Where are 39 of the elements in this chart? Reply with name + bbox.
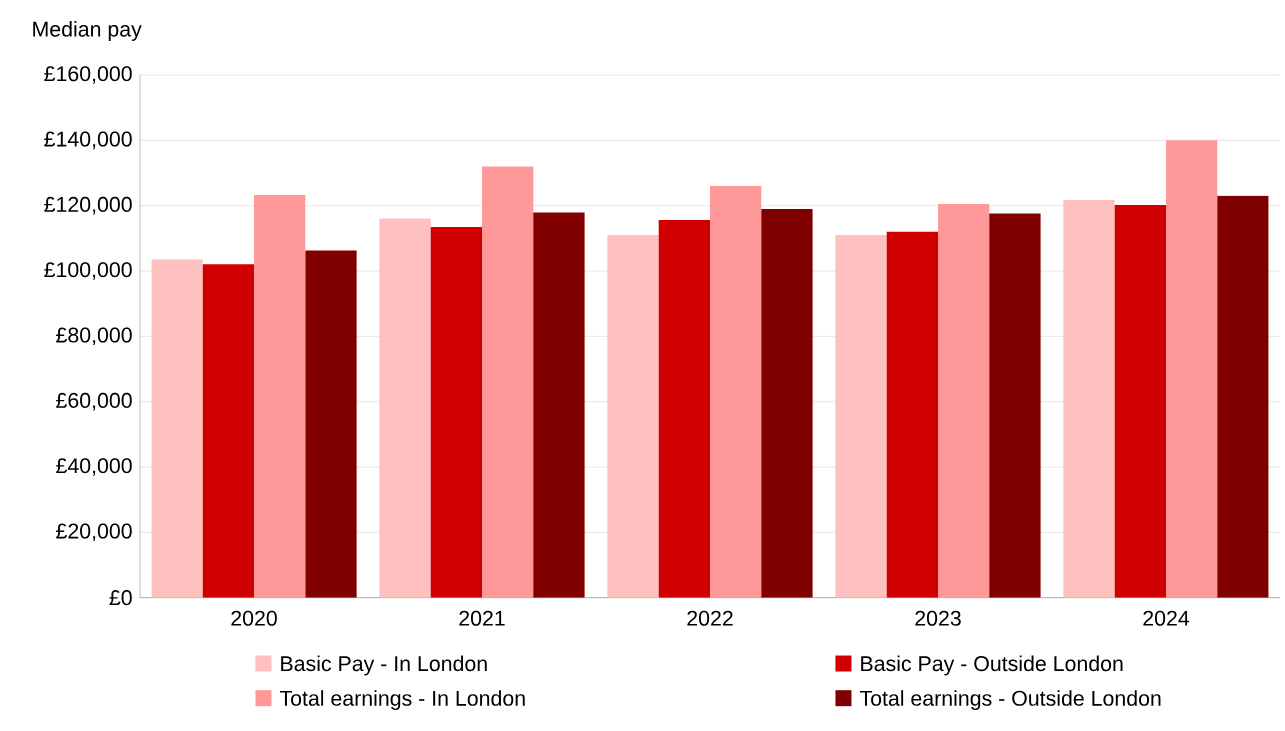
bar (710, 186, 762, 598)
y-tick-label: £60,000 (56, 392, 132, 411)
bar (1217, 195, 1269, 598)
bar (1166, 140, 1218, 598)
x-tick-label: 2023 (915, 610, 961, 626)
bar (886, 231, 938, 598)
bar (482, 166, 534, 598)
y-tick-label: £0 (109, 590, 132, 606)
x-tick-label: 2020 (231, 610, 277, 626)
bar (430, 226, 483, 598)
bar (989, 213, 1041, 598)
y-tick-label: £160,000 (44, 66, 132, 84)
bar (254, 194, 306, 598)
y-tick-label: £40,000 (56, 458, 132, 476)
legend-label: Basic Pay - Outside London (861, 655, 1123, 676)
bar (658, 220, 711, 598)
y-tick-label: £20,000 (56, 523, 132, 542)
legend-label: Total earnings - In London (279, 690, 525, 711)
bar (533, 212, 585, 598)
y-tick-label: £100,000 (44, 262, 132, 280)
legend-label: Total earnings - Outside London (859, 690, 1161, 711)
bar (305, 250, 357, 598)
bar (151, 259, 203, 598)
bar (1114, 205, 1166, 598)
y-tick-label: £80,000 (56, 327, 132, 346)
bar (761, 208, 813, 598)
y-axis-title: Median pay (33, 21, 142, 41)
y-tick-label: £120,000 (44, 196, 132, 215)
bar (1063, 200, 1115, 598)
legend-label: Basic Pay - In London (281, 655, 487, 676)
bar (938, 204, 990, 598)
x-tick-label: 2022 (687, 610, 733, 626)
bar (835, 235, 887, 598)
bar (607, 235, 659, 598)
bar (379, 218, 431, 598)
x-tick-label: 2021 (459, 610, 505, 626)
y-tick-label: £140,000 (44, 131, 132, 150)
x-tick-label: 2024 (1143, 610, 1190, 626)
bar (202, 264, 255, 598)
